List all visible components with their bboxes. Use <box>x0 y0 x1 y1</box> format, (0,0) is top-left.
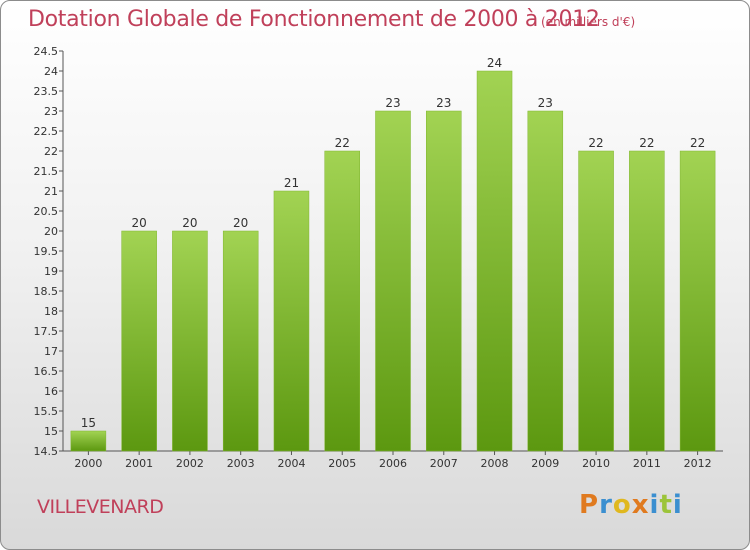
bar <box>629 150 665 452</box>
bar <box>476 70 513 452</box>
bar-value-label: 23 <box>538 96 553 110</box>
y-tick-label: 24 <box>44 65 58 78</box>
chart-title: Dotation Globale de Fonctionnement de 20… <box>28 7 600 32</box>
logo-letter: i <box>649 490 660 520</box>
chart-bars <box>70 70 716 452</box>
bar <box>527 110 564 452</box>
logo-letter: x <box>631 490 650 520</box>
bar <box>70 430 107 452</box>
y-tick-label: 18 <box>44 305 58 318</box>
bar-value-label: 20 <box>233 216 248 230</box>
chart-subtitle: (en milliers d'€) <box>541 15 636 29</box>
y-tick-label: 24.5 <box>34 45 59 58</box>
y-tick-label: 19.5 <box>34 245 59 258</box>
y-tick-label: 19 <box>44 265 58 278</box>
y-tick-label: 22.5 <box>34 125 59 138</box>
logo-letter: i <box>672 490 683 520</box>
x-tick-label: 2005 <box>328 457 356 470</box>
x-tick-label: 2006 <box>379 457 407 470</box>
bar <box>273 190 310 452</box>
logo-letter: r <box>599 490 613 520</box>
x-tick-label: 2010 <box>582 457 610 470</box>
bar-value-label: 15 <box>81 416 96 430</box>
y-tick-label: 15 <box>44 425 58 438</box>
y-tick-label: 23.5 <box>34 85 59 98</box>
bar-value-label: 20 <box>132 216 147 230</box>
bar-value-label: 22 <box>335 136 350 150</box>
bar <box>426 110 462 452</box>
y-tick-label: 21.5 <box>34 165 59 178</box>
x-tick-label: 2001 <box>125 457 153 470</box>
y-tick-label: 22 <box>44 145 58 158</box>
y-tick-label: 17.5 <box>34 325 59 338</box>
bar <box>324 150 360 452</box>
y-tick-label: 15.5 <box>34 405 59 418</box>
bar-value-label: 20 <box>182 216 197 230</box>
chart-axes: 14.5 15 15.5 16 16.5 17 17.5 18 18.5 19 19.5 20 20.5… <box>34 45 723 470</box>
x-tick-label: 2012 <box>684 457 712 470</box>
logo-letter: t <box>659 490 673 520</box>
bar-value-label: 22 <box>639 136 654 150</box>
bar-value-label: 23 <box>436 96 451 110</box>
y-tick-label: 16 <box>44 385 58 398</box>
logo-letter: o <box>612 490 632 520</box>
y-tick-label: 14.5 <box>34 445 59 458</box>
x-tick-label: 2011 <box>633 457 661 470</box>
x-tick-label: 2009 <box>531 457 559 470</box>
x-tick-label: 2002 <box>176 457 204 470</box>
bar-value-label: 21 <box>284 176 299 190</box>
bar-value-label: 24 <box>487 56 502 70</box>
bar <box>375 110 411 452</box>
x-tick-label: 2008 <box>481 457 509 470</box>
bar <box>679 150 716 452</box>
y-tick-label: 23 <box>44 105 58 118</box>
bar-value-label: 22 <box>588 136 603 150</box>
bar <box>222 230 259 452</box>
town-name: VILLEVENARD <box>37 496 164 518</box>
y-tick-label: 18.5 <box>34 285 59 298</box>
y-tick-label: 16.5 <box>34 365 59 378</box>
logo-letter: P <box>579 490 600 520</box>
chart-data-labels: 15 20 20 20 21 22 23 23 24 23 22 22 22 <box>81 56 706 430</box>
y-tick-label: 20 <box>44 225 58 238</box>
x-tick-label: 2003 <box>227 457 255 470</box>
y-tick-label: 17 <box>44 345 58 358</box>
bar <box>172 230 208 452</box>
x-tick-label: 2007 <box>430 457 458 470</box>
x-tick-label: 2000 <box>74 457 102 470</box>
y-tick-label: 21 <box>44 185 58 198</box>
x-tick-label: 2004 <box>277 457 305 470</box>
bar-value-label: 22 <box>690 136 705 150</box>
bar <box>578 150 614 452</box>
bar-value-label: 23 <box>385 96 400 110</box>
proxiti-logo[interactable]: Proxiti <box>579 490 683 520</box>
y-tick-label: 20.5 <box>34 205 59 218</box>
bar <box>121 230 157 452</box>
